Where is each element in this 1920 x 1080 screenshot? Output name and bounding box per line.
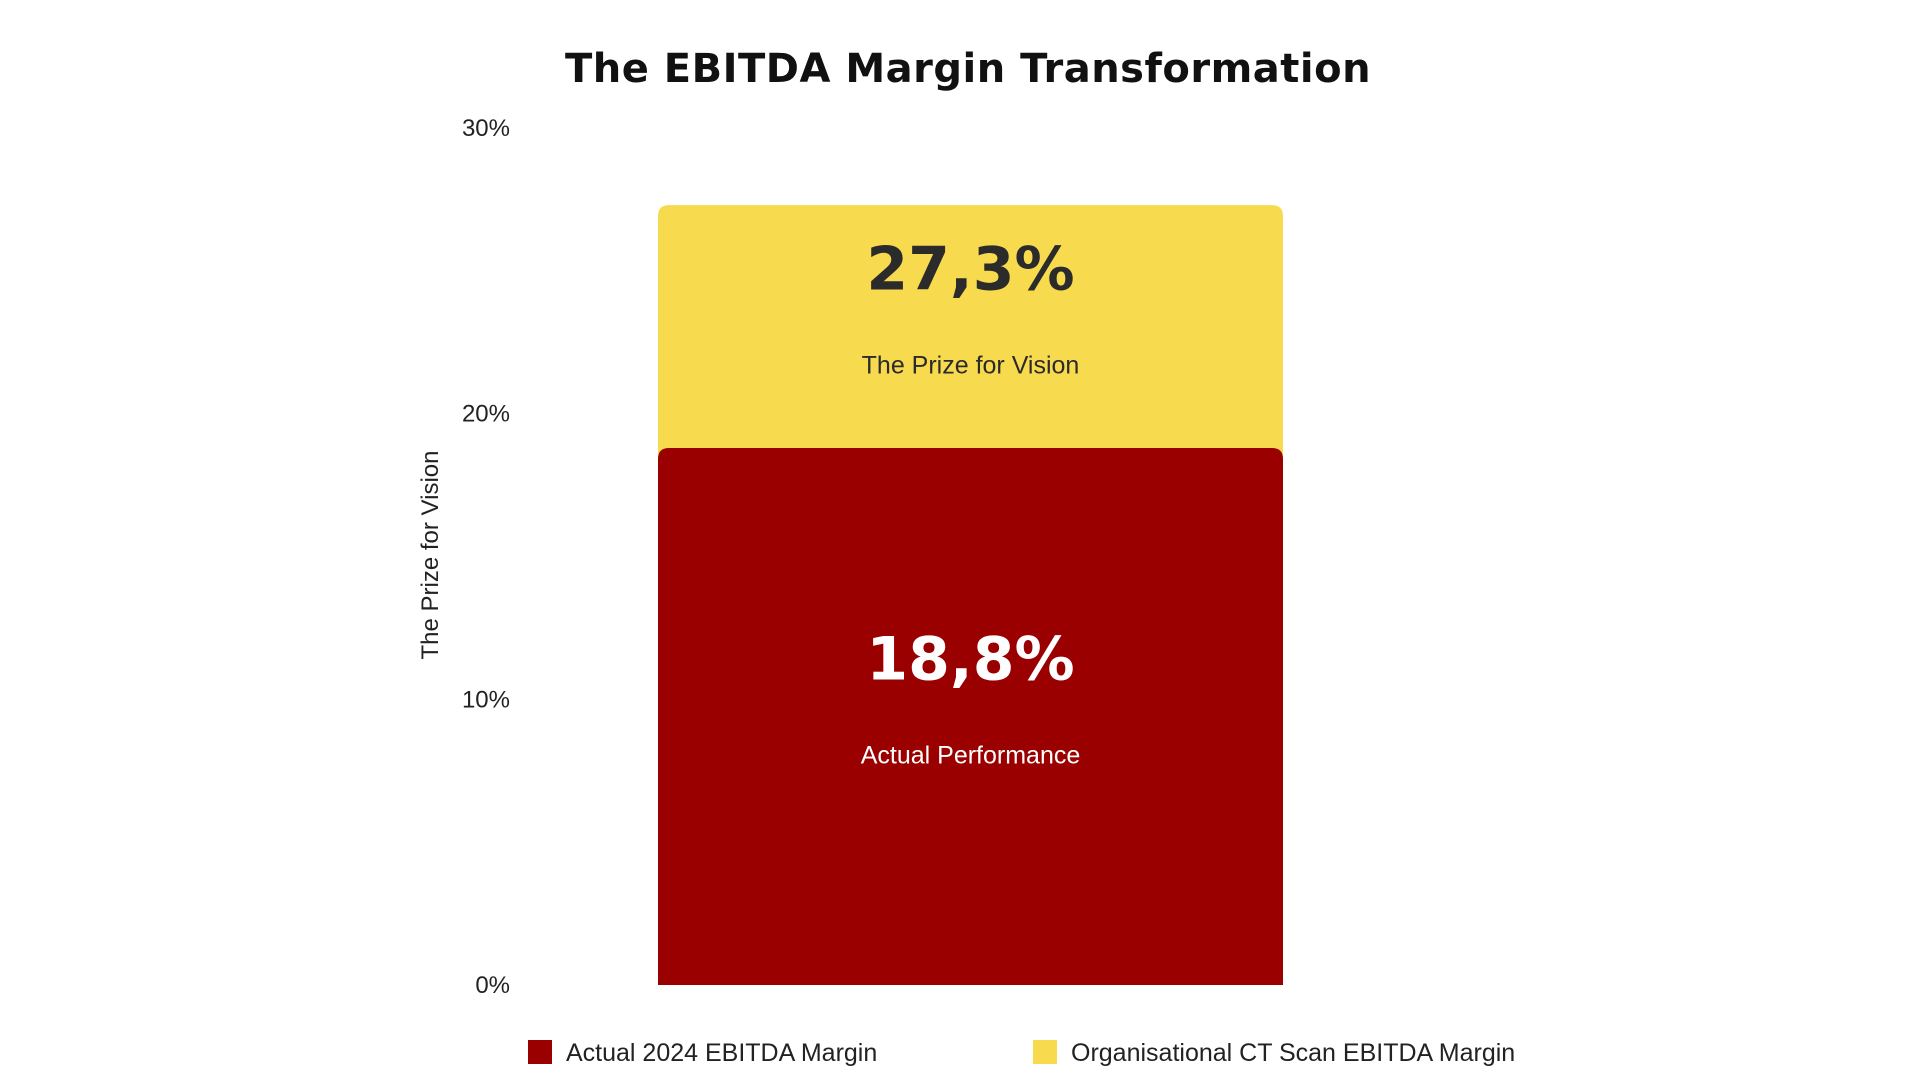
- y-axis-ticks: 0% 10% 20% 30%: [462, 115, 510, 999]
- bar-labels: 18,8% Actual Performance 27,3% The Prize fo…: [861, 235, 1081, 770]
- y-tick-label: 20%: [462, 401, 510, 428]
- chart-title: The EBITDA Margin Transformation: [565, 46, 1371, 92]
- y-tick-label: 0%: [475, 972, 510, 999]
- data-label-caption: Actual Performance: [861, 741, 1081, 769]
- legend: Actual 2024 EBITDA Margin Organisational …: [528, 1039, 1515, 1067]
- data-label-caption: The Prize for Vision: [862, 352, 1080, 380]
- stacked-bar: [658, 205, 1283, 985]
- y-tick-label: 30%: [462, 115, 510, 142]
- legend-label: Actual 2024 EBITDA Margin: [566, 1039, 877, 1067]
- y-tick-label: 10%: [462, 686, 510, 713]
- data-label-value: 27,3%: [866, 235, 1074, 305]
- legend-swatch: [528, 1040, 552, 1064]
- data-label-value: 18,8%: [866, 624, 1074, 694]
- y-axis-label: The Prize for Vision: [417, 451, 444, 660]
- legend-label: Organisational CT Scan EBITDA Margin: [1071, 1039, 1515, 1067]
- bar-actual-2024: [658, 447, 1283, 985]
- legend-swatch: [1033, 1040, 1057, 1064]
